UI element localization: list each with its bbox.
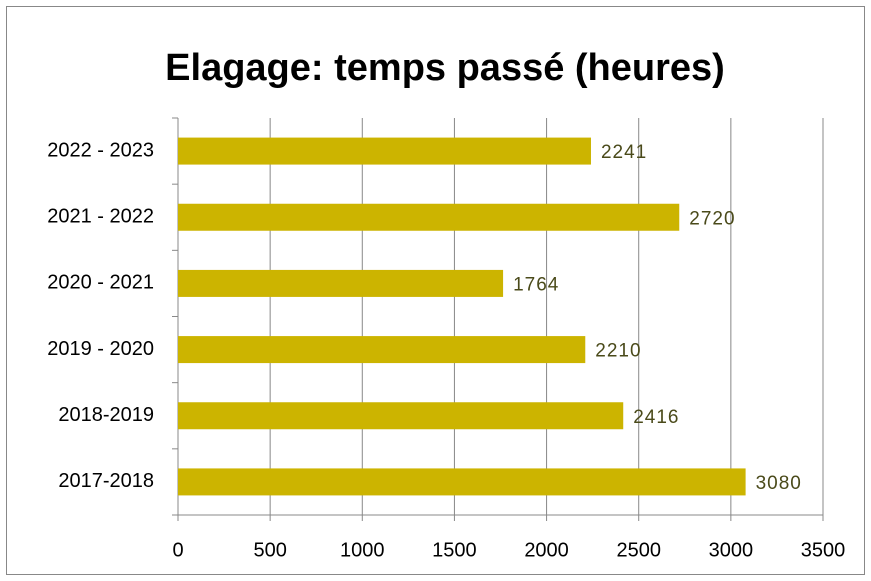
x-tick-label: 500 (253, 539, 286, 561)
y-tick-label: 2019 - 2020 (47, 338, 154, 360)
bar (178, 137, 591, 165)
value-label: 2720 (689, 208, 735, 229)
y-tick-label: 2020 - 2021 (47, 272, 154, 294)
x-tick-label: 0 (172, 539, 183, 561)
bar (178, 402, 624, 430)
y-tick-label: 2022 - 2023 (47, 139, 154, 161)
value-label: 1764 (513, 274, 559, 295)
x-tick-label: 2000 (524, 539, 569, 561)
value-label: 2241 (601, 142, 647, 163)
y-tick-label: 2021 - 2022 (47, 206, 154, 228)
y-tick-label: 2017-2018 (58, 470, 154, 492)
value-label: 2210 (595, 341, 641, 362)
bar (178, 269, 504, 297)
bar (178, 203, 680, 231)
x-tick-label: 3000 (709, 539, 754, 561)
value-label: 3080 (756, 473, 802, 494)
bar (178, 336, 586, 364)
chart-title: Elagage: temps passé (heures) (165, 47, 725, 89)
bar (178, 468, 746, 496)
x-tick-label: 3500 (801, 539, 846, 561)
x-tick-label: 1500 (432, 539, 477, 561)
y-tick-label: 2018-2019 (58, 404, 154, 426)
x-tick-label: 2500 (616, 539, 661, 561)
x-tick-label: 1000 (340, 539, 385, 561)
value-label: 2416 (633, 407, 679, 428)
